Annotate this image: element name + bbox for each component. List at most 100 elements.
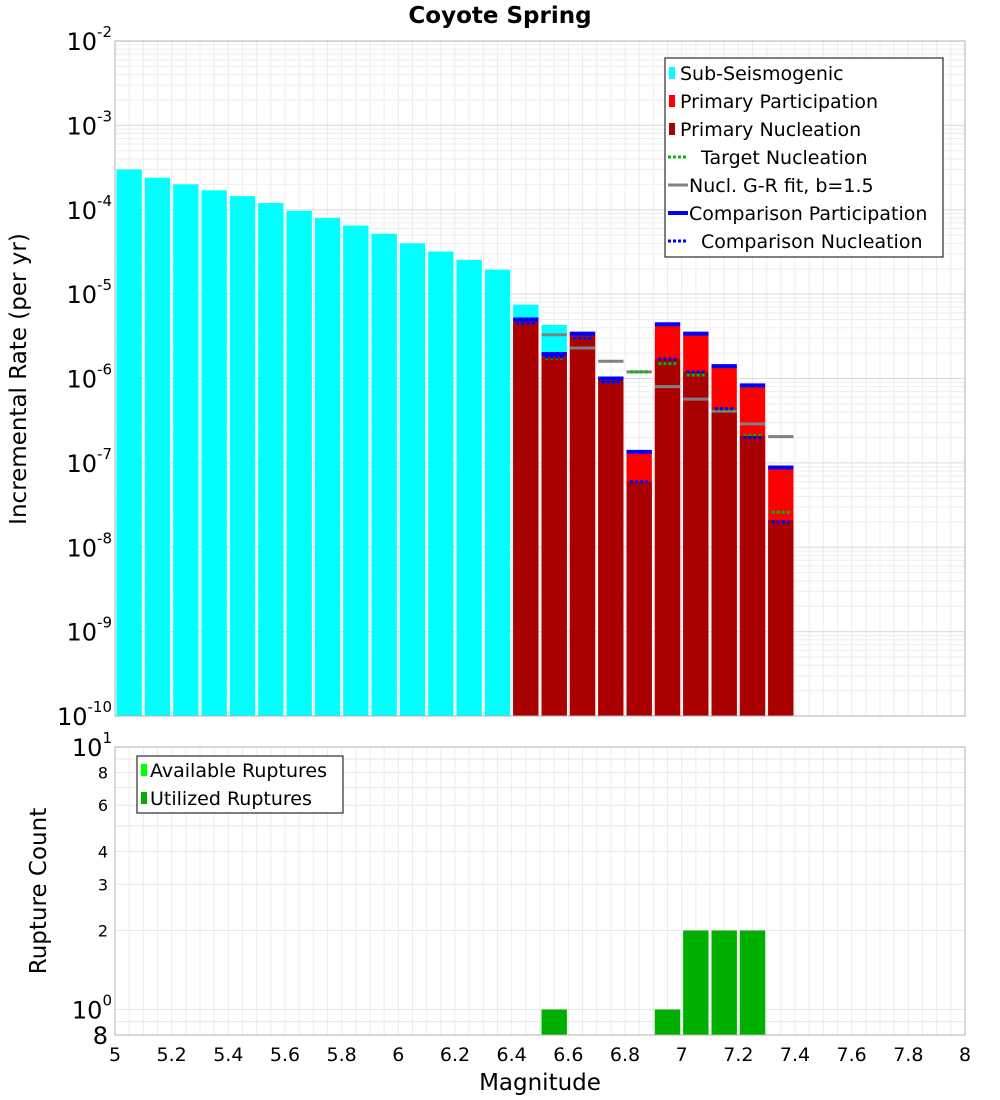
sub-seismogenic-bar — [229, 196, 256, 716]
x-tick-label: 6.4 — [497, 1044, 527, 1066]
sub-seismogenic-bar — [286, 210, 312, 716]
bottom-y-tick-label: 2 — [98, 922, 108, 941]
sub-seismogenic-bar — [173, 184, 199, 717]
legend-label: Comparison Participation — [689, 203, 927, 225]
primary-nucleation-bar — [739, 435, 766, 716]
top-y-tick-label: 10-10 — [57, 698, 112, 731]
x-tick-label: 7.8 — [893, 1044, 923, 1066]
bottom-y-tick-label: 4 — [98, 842, 108, 861]
top-y-tick-base: 10 — [57, 703, 88, 731]
bottom-y-tick-label: 6 — [98, 796, 108, 815]
bottom-y-tick-base: 10 — [72, 734, 103, 762]
top-y-tick-label: 10-2 — [66, 23, 112, 56]
bottom-y-tick-label: 101 — [72, 729, 112, 762]
sub-seismogenic-bar — [371, 233, 397, 716]
sub-seismogenic-bar — [343, 225, 369, 716]
x-tick-label: 7 — [676, 1044, 688, 1066]
top-y-tick-base: 10 — [66, 197, 97, 225]
primary-nucleation-bar — [711, 408, 737, 716]
primary-nucleation-bar — [541, 354, 567, 716]
top-y-tick-exponent: -2 — [97, 23, 112, 41]
top-y-tick-base: 10 — [66, 534, 97, 562]
utilized-ruptures-bar — [739, 930, 766, 1035]
bottom-y-tick-label: 8 — [98, 763, 108, 782]
sub-seismogenic-bar — [456, 259, 482, 716]
x-tick-label: 5.6 — [270, 1044, 300, 1066]
bottom-y-tick-label: 3 — [98, 875, 108, 894]
bottom-y-tick-exponent: 1 — [102, 729, 112, 747]
bottom-y-tick-base: 10 — [72, 997, 103, 1025]
top-y-tick-base: 10 — [66, 112, 97, 140]
top-y-tick-label: 10-8 — [66, 529, 112, 562]
legend-label: Comparison Nucleation — [701, 231, 923, 253]
top-gridlines — [115, 41, 966, 717]
top-y-tick-exponent: -3 — [97, 107, 112, 125]
x-tick-label: 8 — [959, 1044, 971, 1066]
top-y-tick-base: 10 — [66, 281, 97, 309]
x-tick-label: 6 — [392, 1044, 404, 1066]
legend-label: Target Nucleation — [700, 147, 868, 169]
bottom-plot-border — [114, 746, 966, 1036]
utilized-ruptures-bar — [683, 930, 709, 1035]
legend-swatch — [141, 764, 147, 776]
primary-nucleation-bar — [513, 319, 539, 716]
legend-label: Primary Participation — [680, 91, 878, 113]
top-y-tick-base: 10 — [66, 28, 97, 56]
top-y-tick-base: 10 — [66, 450, 97, 478]
bottom-y-axis-label: Rupture Count — [26, 808, 52, 974]
legend-swatch — [141, 792, 147, 804]
x-tick-label: 5.4 — [213, 1044, 243, 1066]
bottom-bars — [541, 930, 766, 1035]
x-tick-label: 6.6 — [553, 1044, 583, 1066]
top-plot: 10-210-310-410-510-610-710-810-910-10 In… — [6, 23, 966, 731]
x-tick-label: 7.4 — [780, 1044, 810, 1066]
top-y-tick-exponent: -7 — [97, 445, 112, 463]
primary-nucleation-bar — [768, 520, 794, 716]
sub-seismogenic-bar — [116, 169, 142, 716]
legend-swatch — [669, 95, 675, 107]
top-y-tick-exponent: -5 — [97, 276, 112, 294]
top-y-tick-exponent: -4 — [97, 192, 112, 210]
sub-seismogenic-bar — [484, 269, 511, 716]
top-y-tick-exponent: -10 — [88, 698, 113, 716]
top-y-tick-label: 10-6 — [66, 361, 112, 394]
sub-seismogenic-bar — [201, 190, 227, 716]
primary-nucleation-bar — [626, 481, 652, 716]
primary-nucleation-bar — [598, 378, 624, 716]
top-y-axis-label: Incremental Rate (per yr) — [6, 233, 32, 525]
bottom-y-tick-label: 8 — [93, 1022, 108, 1050]
bottom-y-tick-label: 100 — [72, 992, 112, 1025]
top-rate-lines — [513, 317, 794, 524]
sub-seismogenic-bar — [428, 251, 454, 716]
legend-swatch — [669, 123, 675, 135]
top-y-tick-label: 10-3 — [66, 107, 112, 140]
legend-swatch — [669, 67, 675, 79]
top-y-tick-label: 10-7 — [66, 445, 112, 478]
primary-nucleation-bar — [683, 371, 709, 716]
top-legend-box — [664, 57, 944, 258]
utilized-ruptures-bar — [541, 1009, 567, 1035]
bottom-legend-box — [136, 755, 344, 814]
top-legend: Sub-Seismogenic Primary Participation Prim… — [664, 57, 944, 258]
x-tick-label: 6.8 — [610, 1044, 640, 1066]
legend-label: Sub-Seismogenic — [680, 63, 844, 85]
primary-nucleation-bar — [569, 333, 596, 716]
sub-seismogenic-bar — [399, 243, 426, 717]
sub-seismogenic-bar — [144, 177, 171, 716]
legend-label: Primary Nucleation — [680, 119, 861, 141]
bottom-gridlines — [115, 747, 966, 1035]
top-y-tick-exponent: -6 — [97, 361, 112, 379]
top-y-tick-exponent: -8 — [97, 529, 112, 547]
x-axis-label: Magnitude — [479, 1070, 601, 1096]
sub-seismogenic-bar — [314, 217, 341, 716]
top-y-tick-label: 10-9 — [66, 614, 112, 647]
sub-seismogenic-bar — [258, 203, 284, 716]
utilized-ruptures-bar — [654, 1009, 681, 1035]
x-tick-label: 5 — [109, 1044, 121, 1066]
utilized-ruptures-bar — [711, 930, 737, 1035]
bottom-legend: Available Ruptures Utilized Ruptures — [136, 755, 344, 814]
x-tick-label: 5.2 — [157, 1044, 187, 1066]
top-y-tick-base: 10 — [66, 366, 97, 394]
